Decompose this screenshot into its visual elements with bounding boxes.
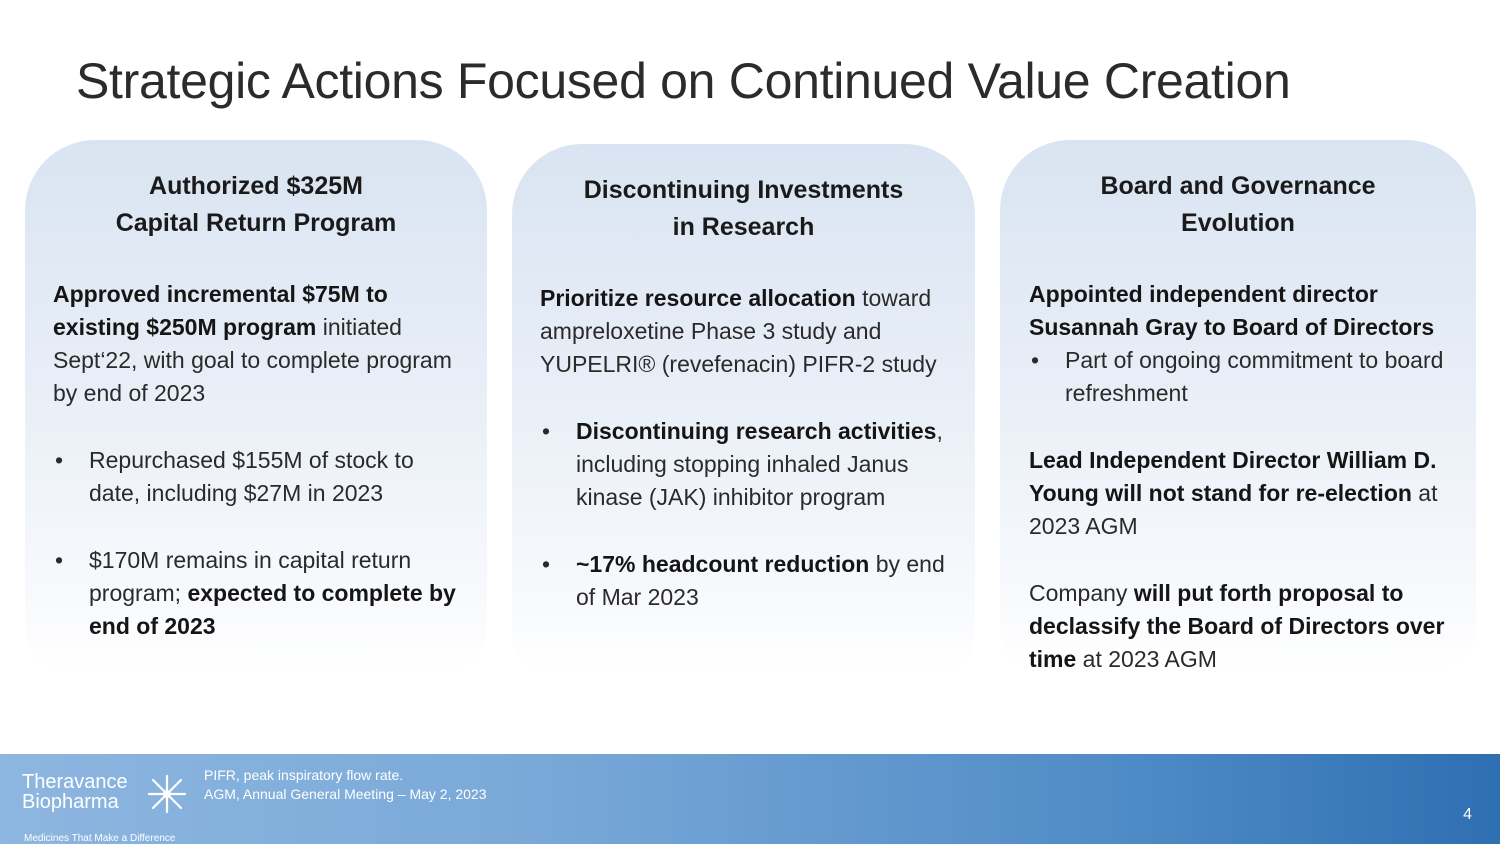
bullet-dot-icon: • (55, 447, 64, 473)
bullet-text: Part of ongoing commitment to board refr… (1065, 347, 1444, 406)
card-heading-line-2: Evolution (1181, 209, 1295, 237)
bullet-bold-text: expected to complete by end of 2023 (89, 580, 456, 639)
paragraph-text: at 2023 AGM (1076, 646, 1217, 672)
card-capital-return: Authorized $325M Capital Return Program … (25, 140, 487, 670)
bullet-bold-text: headcount reduction (641, 551, 870, 577)
paragraph-bold-text: will put forth proposal to declassify th… (1029, 580, 1445, 672)
card-research: Discontinuing Investments in Research Pr… (512, 144, 975, 674)
card-heading: Authorized $325M Capital Return Program (25, 168, 487, 242)
bullet-item: • Discontinuing research activities, inc… (540, 415, 951, 514)
intro-paragraph: Prioritize resource allocation toward am… (540, 282, 951, 381)
paragraph: Company will put forth proposal to decla… (1029, 577, 1456, 676)
page-title: Strategic Actions Focused on Continued V… (76, 53, 1291, 109)
card-governance: Board and Governance Evolution Appointed… (1000, 140, 1476, 672)
card-body: Approved incremental $75M to existing $2… (53, 278, 463, 643)
page-number: 4 (1463, 806, 1472, 823)
card-body: Appointed independent director Susannah … (1029, 278, 1456, 676)
bullet-item: • Part of ongoing commitment to board re… (1029, 344, 1456, 410)
bullet-dot-icon: • (55, 547, 64, 573)
logo-wordmark: Theravance Biopharma (22, 772, 128, 812)
logo-line-2: Biopharma (22, 791, 119, 813)
footnote: AGM, Annual General Meeting – May 2, 202… (204, 786, 487, 802)
card-heading-line-2: Capital Return Program (115, 209, 397, 237)
bullet-text: , including stopping inhaled Janus kinas… (576, 418, 943, 510)
paragraph: Lead Independent Director William D. You… (1029, 444, 1456, 543)
card-heading: Discontinuing Investments in Research (512, 172, 975, 246)
footer-bar: Theravance Biopharma Medicines That Make… (0, 754, 1500, 844)
bullet-dot-icon: • (542, 551, 551, 577)
card-body: Prioritize resource allocation toward am… (540, 282, 951, 614)
bullet-item: • $170M remains in capital return progra… (53, 544, 463, 643)
footnote: PIFR, peak inspiratory flow rate. (204, 767, 404, 783)
logo-line-1: Theravance (22, 771, 128, 793)
bullet-bold-text: Discontinuing research activities (576, 418, 937, 444)
starburst-icon (147, 774, 187, 814)
company-logo: Theravance Biopharma Medicines That Make… (22, 772, 192, 844)
logo-tagline: Medicines That Make a Difference (24, 833, 176, 844)
intro-bold-text: Approved incremental $75M to existing $2… (53, 281, 388, 340)
card-heading: Board and Governance Evolution (1000, 168, 1476, 242)
bullet-text: $170M remains in capital return program; (89, 547, 412, 606)
bullet-item: • Repurchased $155M of stock to date, in… (53, 444, 463, 510)
bullet-bold-text: ~17% (576, 551, 642, 577)
card-heading-line-1: Authorized $325M (149, 172, 363, 200)
card-heading-line-1: Discontinuing Investments (583, 176, 904, 204)
paragraph-text: at 2023 AGM (1029, 480, 1438, 539)
intro-bold-text: Prioritize resource allocation (540, 285, 856, 311)
bullet-dot-icon: • (1031, 347, 1040, 373)
card-heading-line-1: Board and Governance (1100, 172, 1376, 200)
intro-text: toward ampreloxetine Phase 3 study and Y… (540, 285, 937, 377)
intro-text: initiated Sept‘22, with goal to complete… (53, 314, 452, 406)
card-heading-line-2: in Research (672, 213, 815, 241)
intro-bold-text: Appointed independent director Susannah … (1029, 281, 1435, 340)
intro-paragraph: Approved incremental $75M to existing $2… (53, 278, 463, 410)
bullet-text: by end of Mar 2023 (576, 551, 945, 610)
footnotes: PIFR, peak inspiratory flow rate. AGM, A… (204, 766, 487, 804)
bullet-dot-icon: • (542, 418, 551, 444)
paragraph-text: Company (1029, 580, 1134, 606)
paragraph-bold-text: Lead Independent Director William D. You… (1029, 447, 1437, 506)
bullet-item: • ~17% headcount reduction by end of Mar… (540, 548, 951, 614)
bullet-text: Repurchased $155M of stock to date, incl… (89, 447, 414, 506)
